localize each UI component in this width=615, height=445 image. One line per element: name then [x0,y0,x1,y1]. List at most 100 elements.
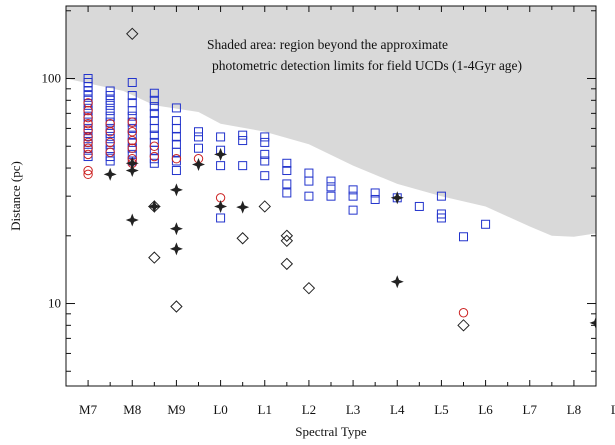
data-point-square [83,86,93,96]
detection-limit-region [66,6,596,237]
data-point-square [171,147,181,157]
data-point-square [282,166,292,176]
data-point-square [260,156,270,166]
series-filled-star [103,147,596,330]
y-tick-label: 100 [42,71,62,86]
data-point-circle [83,137,93,148]
data-point-star [169,242,183,256]
data-point-square [238,136,248,146]
data-point-square [149,154,159,164]
shaded-area [66,6,596,237]
x-tick-label: L1 [258,402,272,417]
data-point-square [171,139,181,149]
data-point-circle [83,165,93,176]
data-point-star [169,222,183,236]
x-axis-label: Spectral Type [295,424,367,439]
data-point-square [194,143,203,153]
data-point-square [105,111,115,121]
series-open-circle [83,98,469,318]
data-point-square [282,158,292,168]
x-tick-label: M8 [123,402,141,417]
data-point-square [105,100,115,110]
x-tick-label: L7 [523,402,538,417]
data-point-square [171,103,181,113]
data-point-circle [83,125,93,135]
data-point-square [304,176,314,186]
data-point-star [214,147,228,161]
data-point-square [194,132,203,142]
data-point-circle [127,143,137,153]
data-point-star [103,167,117,181]
x-tick-label: L6 [478,402,493,417]
y-tick-labels: 10 100 [42,71,62,311]
data-point-square [149,158,159,168]
data-point-diamond [280,229,294,242]
data-point-circle [149,141,160,151]
data-point-square [282,188,292,198]
data-point-star [125,164,139,178]
data-point-square [304,168,314,178]
data-point-square [127,77,137,87]
x-tick-label: L9 [611,402,615,417]
data-point-circle [458,308,469,318]
data-point-square [238,130,248,140]
data-point-square [348,185,358,195]
x-tick-label: L2 [302,402,316,417]
data-point-square [149,88,159,98]
data-point-square [260,132,270,142]
data-point-square [105,106,115,116]
data-point-square [127,123,137,133]
data-point-star [236,200,250,214]
data-point-star [147,199,161,213]
data-point-square [459,232,468,242]
data-point-square [348,191,358,201]
data-point-square [127,106,137,116]
data-point-circle [149,151,160,162]
data-point-square [127,91,137,101]
x-tick-label: L4 [390,402,405,417]
axis-ticks [65,6,596,386]
data-point-square [216,213,226,223]
data-point-square [83,128,93,138]
data-point-square [436,213,446,223]
x-tick-label: L5 [434,402,448,417]
data-point-diamond [280,234,294,248]
data-point-circle [105,147,115,157]
data-point-square [326,182,336,192]
annotation-line-1: Shaded area: region beyond the approxima… [207,37,448,52]
data-point-square [260,149,270,159]
annotation-line-2: photometric detection limits for field U… [212,58,522,73]
data-point-square [171,156,181,166]
data-point-square [149,130,159,140]
data-point-circle [83,149,93,160]
data-points [83,27,596,332]
series-open-diamond [126,27,470,332]
data-point-square [436,191,446,201]
data-point-square [149,123,159,133]
data-point-diamond [302,281,316,295]
data-point-star [390,275,404,289]
data-point-square [105,134,115,144]
data-point-star [169,183,183,197]
data-point-star [192,157,205,171]
data-point-diamond [148,200,161,213]
y-axis-label: Distance (pc) [8,161,23,231]
data-point-square [304,191,314,201]
x-tick-label: M9 [167,402,185,417]
data-point-square [149,145,159,155]
data-point-square [348,205,358,215]
data-point-circle [127,135,137,146]
data-point-square [171,166,181,176]
data-point-circle [171,154,182,164]
data-point-square [216,132,226,142]
data-point-circle [83,143,93,153]
data-point-diamond [148,251,161,264]
data-point-square [326,191,336,201]
data-point-square [105,91,115,101]
data-point-square [171,123,181,133]
data-point-star [125,156,139,170]
data-point-square [481,219,491,229]
data-point-square [370,188,380,198]
data-point-square [83,100,93,110]
